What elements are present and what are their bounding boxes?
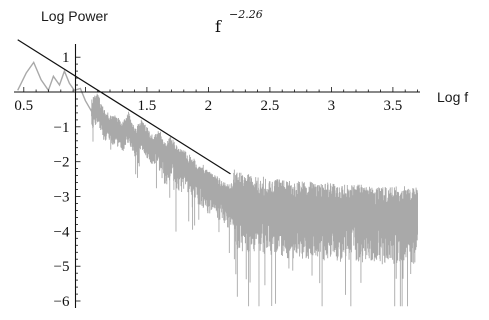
chart-title-exponent: −2.26	[229, 8, 263, 21]
x-tick-label: 2.5	[261, 98, 280, 114]
y-tick-label: −6	[54, 294, 70, 310]
y-tick-label: −1	[54, 120, 70, 136]
x-tick-label: 3	[328, 98, 336, 114]
x-tick-label: 2	[205, 98, 213, 114]
spectrum-noise	[91, 93, 418, 307]
y-tick-label: −3	[54, 190, 70, 206]
y-tick-label: −4	[54, 224, 70, 240]
x-tick-label: 0.5	[14, 98, 33, 114]
ticks-layer: 0.5 1.5 2 2.5 3 3.5 1 −1 −2 −3 −4 −5 −6	[14, 50, 402, 310]
x-tick-label: 3.5	[384, 98, 403, 114]
y-tick-label: −2	[54, 155, 70, 171]
axes-layer	[14, 44, 420, 308]
spectrum-layer	[17, 60, 418, 307]
fit-line	[17, 39, 231, 175]
x-axis-label: Log f	[437, 89, 468, 105]
y-tick-label: 1	[62, 50, 70, 66]
fit-line-layer	[17, 39, 231, 175]
y-axis-label: Log Power	[41, 8, 108, 24]
y-tick-label: −5	[54, 259, 70, 275]
chart-title-base: f	[215, 17, 222, 36]
x-tick-label: 1.5	[138, 98, 157, 114]
